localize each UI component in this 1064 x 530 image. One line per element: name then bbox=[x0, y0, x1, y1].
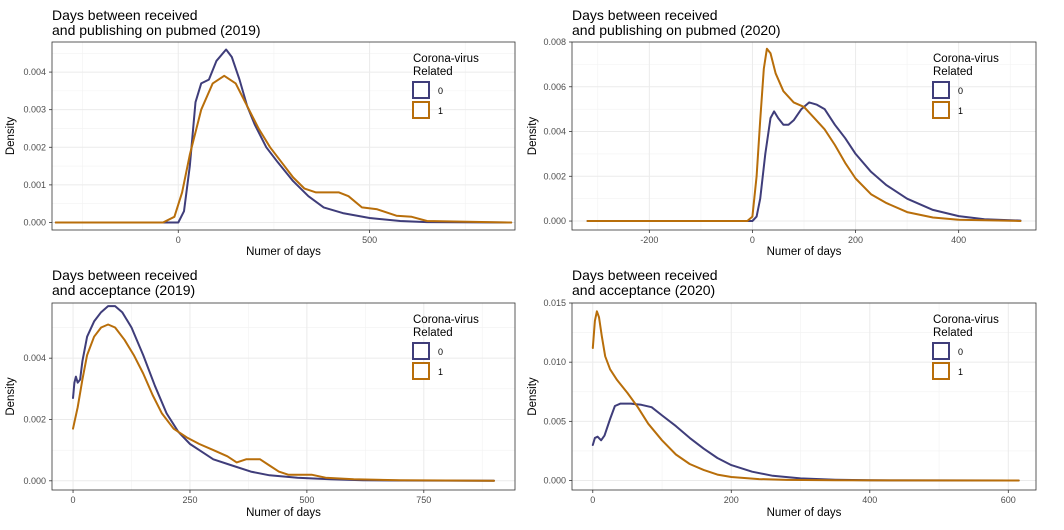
chart-title-line: and acceptance (2019) bbox=[52, 282, 195, 298]
legend-title: Corona-virus bbox=[933, 314, 999, 326]
x-tick-label: 250 bbox=[182, 495, 197, 505]
legend-label-1: 1 bbox=[958, 106, 963, 116]
y-tick-label: 0.002 bbox=[23, 414, 46, 424]
y-tick-label: 0.000 bbox=[543, 216, 566, 226]
density-line-0 bbox=[591, 402, 1020, 482]
density-line-1 bbox=[591, 310, 1020, 482]
y-axis-title: Density bbox=[527, 377, 539, 416]
x-tick-label: 0 bbox=[176, 235, 181, 245]
x-axis-title: Numer of days bbox=[246, 507, 321, 519]
chart-title-line: Days between received bbox=[572, 267, 718, 283]
density-line-0 bbox=[72, 305, 495, 482]
legend-label-0: 0 bbox=[958, 347, 963, 357]
legend-title: Corona-virus bbox=[933, 53, 999, 65]
panel-border bbox=[571, 302, 1037, 491]
panel-border bbox=[571, 41, 1037, 231]
legend-key-1 bbox=[412, 362, 430, 380]
legend-label-0: 0 bbox=[438, 86, 443, 96]
legend-key-1 bbox=[932, 362, 950, 380]
y-tick-label: 0.010 bbox=[543, 357, 566, 367]
legend-title: Related bbox=[413, 66, 453, 78]
x-tick-label: 200 bbox=[724, 495, 739, 505]
legend-title: Corona-virus bbox=[413, 53, 479, 65]
y-tick-label: 0.000 bbox=[543, 476, 566, 486]
y-tick-label: 0.004 bbox=[543, 127, 566, 137]
chart-title-line: and publishing on pubmed (2019) bbox=[52, 22, 261, 38]
y-tick-label: 0.000 bbox=[23, 476, 46, 486]
panel-background bbox=[52, 42, 515, 230]
density-line-1 bbox=[54, 74, 513, 224]
x-tick-label: -200 bbox=[640, 235, 658, 245]
chart-title-line: Days between received bbox=[52, 267, 198, 283]
y-tick-label: 0.003 bbox=[23, 105, 46, 115]
x-tick-label: 750 bbox=[416, 495, 431, 505]
x-tick-label: 500 bbox=[299, 495, 314, 505]
density-line-1 bbox=[72, 323, 495, 482]
x-tick-label: 400 bbox=[862, 495, 877, 505]
x-tick-label: 200 bbox=[848, 235, 863, 245]
x-axis-title: Numer of days bbox=[767, 507, 842, 519]
y-tick-label: 0.015 bbox=[543, 298, 566, 308]
legend-key-0 bbox=[932, 342, 950, 360]
legend-label-1: 1 bbox=[438, 106, 443, 116]
legend-title: Corona-virus bbox=[413, 314, 479, 326]
legend-title: Related bbox=[933, 327, 973, 339]
x-tick-label: 400 bbox=[951, 235, 966, 245]
panel-border bbox=[51, 302, 516, 491]
chart-title-line: and acceptance (2020) bbox=[572, 282, 715, 298]
chart-title-line: and publishing on pubmed (2020) bbox=[572, 22, 781, 38]
y-axis-title: Density bbox=[527, 117, 539, 156]
x-tick-label: 0 bbox=[750, 235, 755, 245]
legend-key-0 bbox=[412, 81, 430, 99]
y-tick-label: 0.004 bbox=[23, 353, 46, 363]
x-tick-label: 0 bbox=[71, 495, 76, 505]
y-axis-title: Density bbox=[5, 117, 17, 156]
density-line-1 bbox=[586, 47, 1022, 222]
x-tick-label: 500 bbox=[362, 235, 377, 245]
x-tick-label: 0 bbox=[590, 495, 595, 505]
chart-title-line: Days between received bbox=[52, 7, 198, 23]
y-tick-label: 0.002 bbox=[23, 142, 46, 152]
y-tick-label: 0.000 bbox=[23, 217, 46, 227]
y-tick-label: 0.005 bbox=[543, 416, 566, 426]
y-tick-label: 0.002 bbox=[543, 171, 566, 181]
legend-title: Related bbox=[933, 66, 973, 78]
legend-key-1 bbox=[412, 101, 430, 119]
y-tick-label: 0.001 bbox=[23, 180, 46, 190]
legend-key-1 bbox=[932, 101, 950, 119]
x-tick-label: 600 bbox=[1001, 495, 1016, 505]
legend-label-0: 0 bbox=[958, 86, 963, 96]
legend-title: Related bbox=[413, 327, 453, 339]
panel-background bbox=[572, 303, 1036, 490]
chart-title-line: Days between received bbox=[572, 7, 718, 23]
density-line-0 bbox=[586, 101, 1022, 222]
y-tick-label: 0.006 bbox=[543, 82, 566, 92]
panel-background bbox=[52, 303, 515, 490]
y-tick-label: 0.008 bbox=[543, 37, 566, 47]
y-tick-label: 0.004 bbox=[23, 67, 46, 77]
panel-border bbox=[51, 41, 516, 231]
x-axis-title: Numer of days bbox=[767, 246, 842, 258]
legend-key-0 bbox=[412, 342, 430, 360]
x-axis-title: Numer of days bbox=[246, 246, 321, 258]
legend-label-1: 1 bbox=[438, 367, 443, 377]
legend-label-1: 1 bbox=[958, 367, 963, 377]
legend-label-0: 0 bbox=[438, 347, 443, 357]
legend-key-0 bbox=[932, 81, 950, 99]
y-axis-title: Density bbox=[5, 377, 17, 416]
